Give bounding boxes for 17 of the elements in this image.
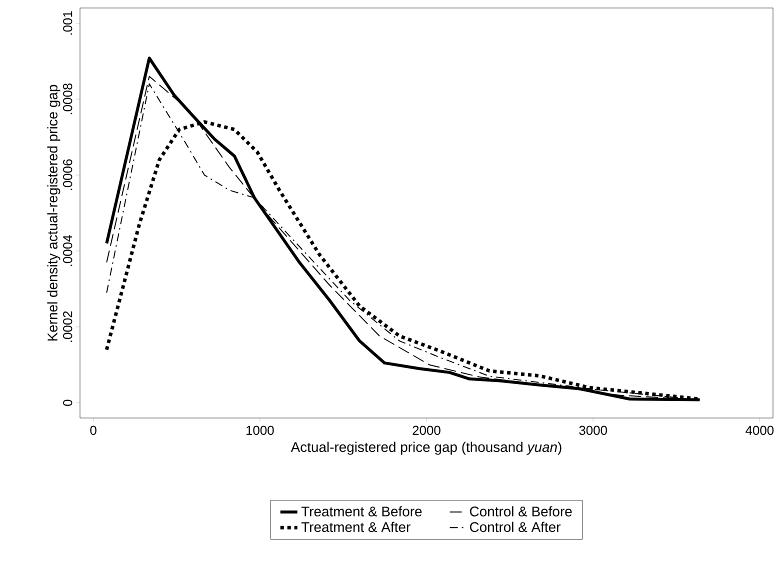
y-tick-label: .0002 [63, 311, 72, 342]
y-tick-label: .001 [63, 11, 72, 35]
legend-label: Control & Before [470, 506, 572, 516]
y-tick-label: .0006 [63, 159, 72, 190]
x-tick-label: 2000 [412, 426, 440, 435]
legend-label: Control & After [470, 522, 561, 532]
legend-label: Treatment & After [301, 522, 410, 532]
y-tick-label: .0008 [63, 83, 72, 114]
y-axis-title: Kernel density actual-registered price gap [47, 84, 60, 341]
x-axis-title: Actual-registered price gap (thousand yuan) [290, 442, 562, 455]
x-tick-label: 3000 [579, 426, 607, 435]
x-tick-label: 1000 [246, 426, 274, 435]
legend-label: Treatment & Before [301, 506, 422, 516]
x-tick-label: 4000 [746, 426, 774, 435]
y-tick-label: 0 [63, 400, 72, 406]
x-tick-label: 0 [90, 426, 96, 435]
y-tick-label: .0004 [63, 235, 72, 266]
